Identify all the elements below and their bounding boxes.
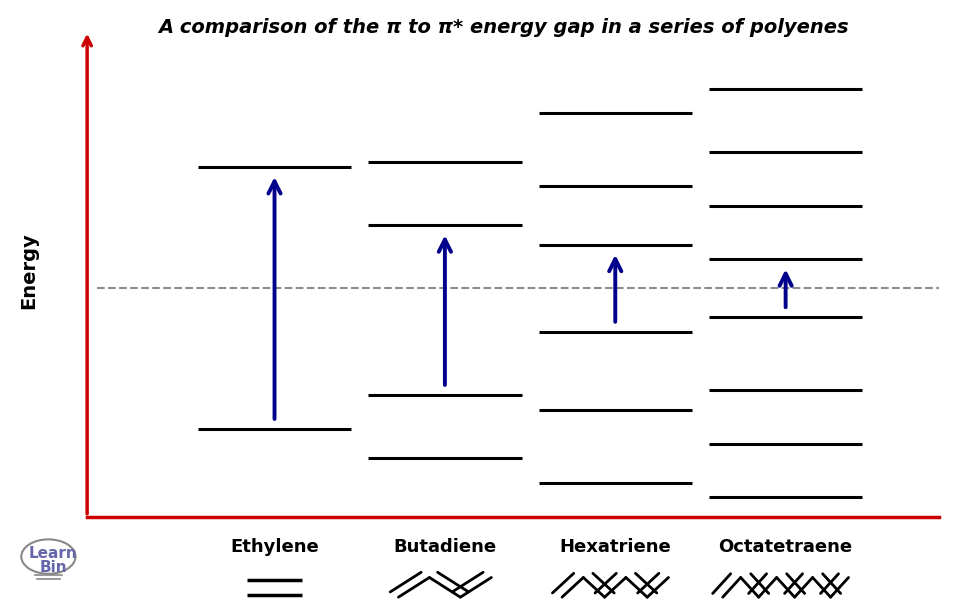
Text: Butadiene: Butadiene bbox=[393, 538, 497, 557]
Text: A comparison of the π to π* energy gap in a series of polyenes: A comparison of the π to π* energy gap i… bbox=[158, 18, 849, 38]
Text: Hexatriene: Hexatriene bbox=[560, 538, 671, 557]
Text: Learn: Learn bbox=[29, 546, 77, 561]
Text: Energy: Energy bbox=[19, 232, 39, 309]
Text: Bin: Bin bbox=[40, 560, 67, 574]
Text: Octatetraene: Octatetraene bbox=[718, 538, 853, 557]
Text: Ethylene: Ethylene bbox=[230, 538, 318, 557]
